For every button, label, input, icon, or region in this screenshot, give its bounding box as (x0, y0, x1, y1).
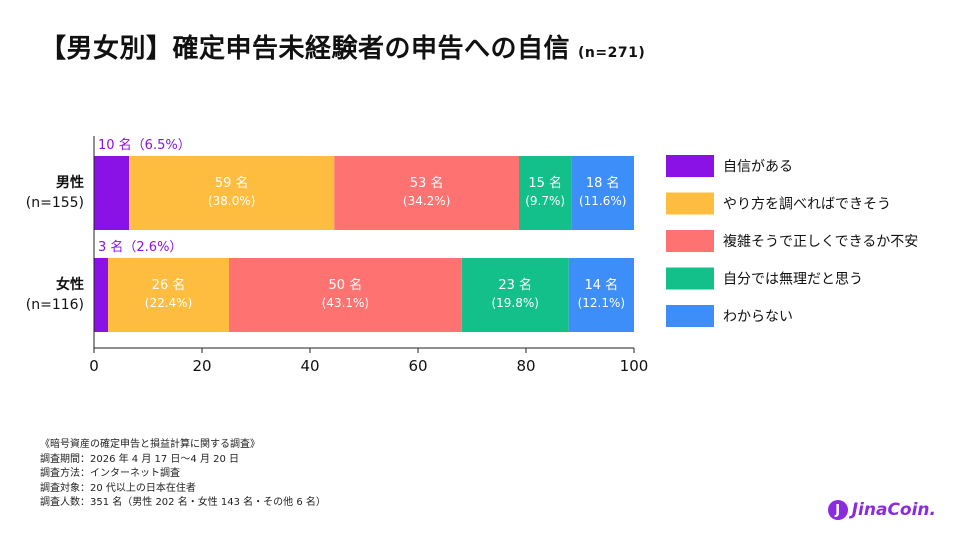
bar-segment (94, 258, 109, 332)
legend-swatch (666, 192, 714, 215)
data-label-pct: (19.8%) (491, 296, 538, 310)
data-label-pct: (43.1%) (322, 296, 369, 310)
data-label-count: 53 名 (410, 175, 444, 191)
legend-label: 自信がある (723, 159, 793, 175)
bar-segment (129, 156, 335, 230)
bar-segment (334, 156, 519, 230)
data-label-pct: (12.1%) (578, 296, 625, 310)
note-line: 《暗号資産の確定申告と損益計算に関する調査》 (40, 439, 260, 450)
category-n-label: (n=155) (26, 195, 84, 211)
x-tick-label: 80 (516, 357, 535, 375)
logo-mark-icon: J (827, 500, 848, 520)
legend-swatch (666, 267, 714, 290)
stacked-bar-chart: 59 名 (38.0%) 53 名 (34.2%) 15 名 (9.7%) 18 名 (11.… (26, 136, 918, 375)
x-tick-label: 100 (620, 357, 649, 375)
category-label: 男性 (56, 174, 84, 191)
chart-title-text: 【男女別】確定申告未経験者の申告への自信 (40, 34, 571, 64)
note-line: 調査方法：インターネット調査 (40, 468, 180, 479)
data-label-pct: (34.2%) (403, 194, 450, 208)
bar-segment (571, 156, 634, 230)
data-label-pct: (22.4%) (145, 296, 192, 310)
bar-segment (94, 156, 130, 230)
note-line: 調査期間：2026 年 4 月 17 日〜4 月 20 日 (40, 453, 240, 465)
legend-label: わからない (723, 309, 793, 325)
data-label-count: 50 名 (329, 277, 363, 293)
data-label-count: 26 名 (152, 277, 186, 293)
x-tick-label: 40 (300, 357, 319, 375)
data-label-pct: (9.7%) (525, 194, 565, 208)
bar-segment (108, 258, 229, 332)
category-label: 女性 (56, 276, 84, 293)
bar-segment (461, 258, 569, 332)
data-label-outside: 3 名（2.6%） (98, 239, 182, 255)
bar-segment (568, 258, 634, 332)
data-label-count: 15 名 (528, 175, 562, 191)
data-label-count: 18 名 (586, 175, 620, 191)
bar-segment (229, 258, 462, 332)
legend-label: 自分では無理だと思う (723, 272, 863, 288)
data-label-outside: 10 名（6.5%） (98, 137, 191, 153)
data-label-pct: (11.6%) (579, 194, 626, 208)
legend-label: 複雑そうで正しくできるか不安 (723, 233, 918, 250)
note-line: 調査人数：351 名（男性 202 名・女性 143 名・その他 6 名） (40, 497, 326, 508)
data-label-count: 23 名 (498, 277, 532, 293)
x-tick-label: 20 (192, 357, 211, 375)
x-tick-label: 0 (89, 357, 99, 375)
x-tick-label: 60 (408, 357, 427, 375)
brand-logo: J JinaCoin. (827, 500, 936, 520)
data-label-pct: (38.0%) (208, 194, 255, 208)
chart-title-n: (n=271) (578, 45, 646, 61)
category-n-label: (n=116) (26, 297, 84, 313)
logo-text: JinaCoin. (851, 500, 936, 520)
bar-segment (518, 156, 572, 230)
data-label-count: 59 名 (215, 175, 249, 191)
legend-swatch (666, 305, 714, 327)
legend-label: やり方を調べればできそう (723, 197, 891, 213)
note-line: 調査対象：20 代以上の日本在住者 (40, 482, 196, 494)
legend-swatch (666, 230, 714, 252)
data-label-count: 14 名 (584, 277, 618, 293)
survey-notes: 《暗号資産の確定申告と損益計算に関する調査》 調査期間：2026 年 4 月 1… (40, 438, 326, 511)
legend-swatch (666, 155, 714, 177)
chart-title: 【男女別】確定申告未経験者の申告への自信 (n=271) (40, 28, 645, 65)
